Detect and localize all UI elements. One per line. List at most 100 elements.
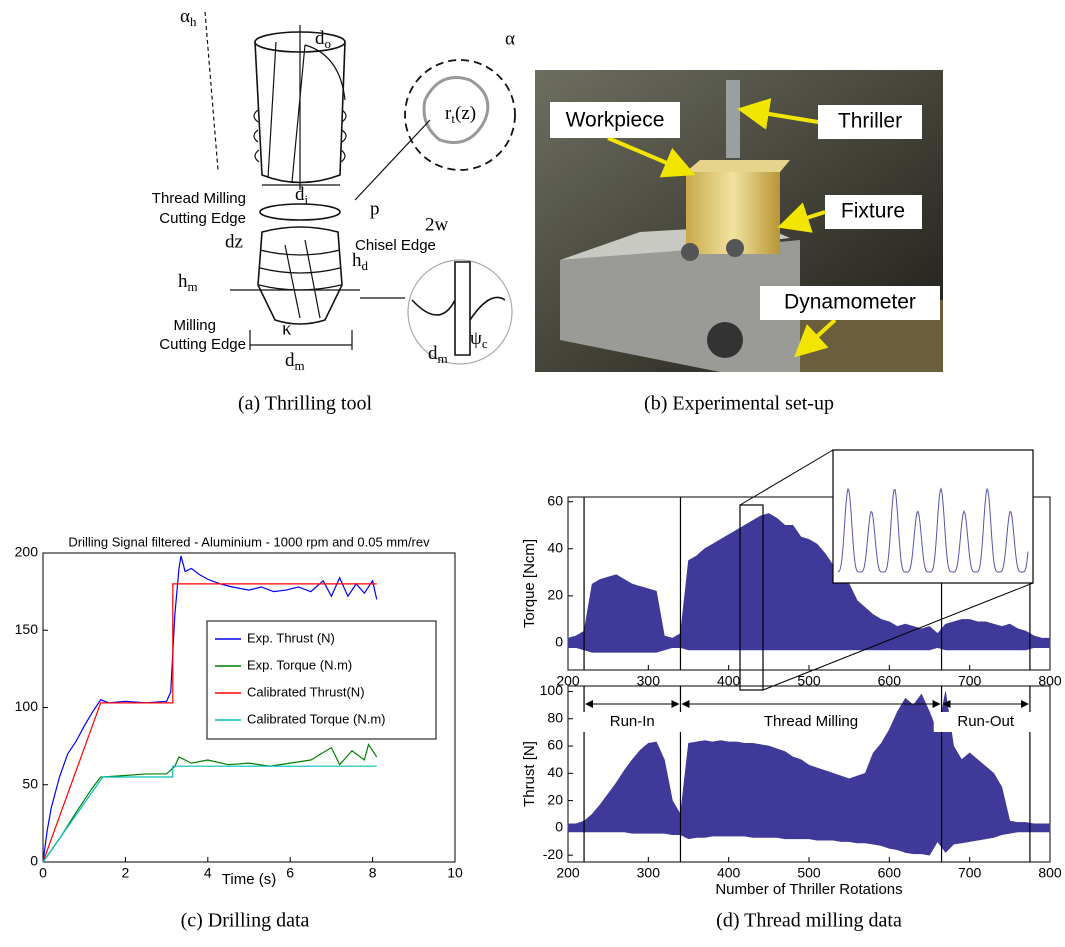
section-profile — [422, 76, 490, 144]
y-tick-label: 20 — [547, 791, 563, 807]
diagram-label: Cutting Edge — [159, 336, 246, 353]
inset-wave — [837, 487, 1029, 573]
legend — [206, 620, 437, 740]
x-tick-label: 200 — [556, 673, 580, 689]
phase-label: Thread Milling — [764, 713, 858, 730]
diagram-label: dm — [428, 343, 448, 366]
zoom-connector — [762, 582, 1034, 691]
y-tick-label: 150 — [15, 621, 39, 637]
photo: Workpiece Thriller Fixture Dynamometer — [535, 70, 943, 372]
label-box — [760, 286, 940, 320]
tip-circle — [407, 259, 513, 365]
x-tick-label: 700 — [958, 865, 982, 881]
label-box — [818, 105, 922, 139]
label-box — [825, 195, 922, 229]
phase-label: Run-In — [610, 713, 655, 730]
data-line — [42, 743, 378, 863]
y-tick-label: 100 — [540, 682, 564, 698]
y-axis-label: Torque [Ncm] — [521, 539, 538, 628]
data-line — [42, 555, 378, 863]
disc — [259, 203, 341, 221]
x-axis-label: Number of Thriller Rotations — [715, 881, 902, 898]
hole — [726, 239, 744, 257]
x-tick-label: 2 — [122, 865, 130, 881]
diagram-label: Milling — [173, 317, 216, 334]
annotation-bg — [580, 712, 685, 732]
diagram-label: rt(z) — [445, 103, 476, 126]
legend-label: Exp. Thrust (N) — [247, 630, 335, 645]
x-tick-label: 500 — [797, 865, 821, 881]
y-tick-label: 40 — [547, 764, 563, 780]
photo-label: Thriller — [838, 110, 902, 133]
caption: (d) Thread milling data — [716, 910, 902, 932]
section-circle — [404, 59, 516, 171]
photo-label: Workpiece — [566, 109, 665, 132]
drill-body — [257, 226, 343, 325]
x-tick-label: 400 — [717, 673, 741, 689]
helix-line — [204, 11, 219, 171]
x-tick-label: 300 — [637, 865, 661, 881]
y-tick-label: 60 — [547, 492, 563, 508]
x-tick-label: 500 — [797, 673, 821, 689]
annotation-bg — [759, 712, 864, 732]
label-box — [550, 102, 680, 138]
tip-section — [411, 261, 506, 356]
legend-label: Exp. Torque (N.m) — [247, 657, 352, 672]
diagram-label: hd — [352, 250, 369, 273]
caption: (a) Thrilling tool — [238, 393, 372, 415]
workpiece-top — [686, 160, 790, 172]
diagram-label: α — [505, 28, 515, 49]
x-tick-label: 6 — [286, 865, 294, 881]
zoom-connector — [739, 449, 834, 506]
arrow — [777, 202, 826, 233]
diagram-label: p — [370, 198, 380, 219]
x-tick-label: 4 — [204, 865, 212, 881]
x-tick-label: 0 — [39, 865, 47, 881]
photo-label: Dynamometer — [784, 291, 916, 314]
data-line — [42, 583, 377, 863]
x-tick-label: 600 — [878, 673, 902, 689]
diagram-label: Thread Milling — [152, 190, 246, 207]
y-tick-label: 60 — [547, 737, 563, 753]
signal-envelope — [567, 513, 1051, 653]
inset — [832, 449, 1034, 584]
caption: (b) Experimental set-up — [644, 393, 834, 415]
x-tick-label: 700 — [958, 673, 982, 689]
arrow — [737, 98, 819, 130]
threads — [253, 109, 347, 163]
y-tick-label: 100 — [15, 698, 39, 714]
diagram-label: do — [315, 28, 331, 51]
diagram-label: dm — [285, 350, 305, 373]
arrow — [794, 318, 837, 358]
y-tick-label: 50 — [22, 775, 38, 791]
x-tick-label: 200 — [556, 865, 580, 881]
bolt — [707, 322, 743, 358]
tool — [726, 80, 740, 158]
data-line — [42, 765, 377, 863]
diagram-label: di — [295, 184, 309, 207]
x-tick-label: 600 — [878, 865, 902, 881]
caption: (c) Drilling data — [181, 910, 310, 932]
diagram-label: Chisel Edge — [355, 237, 436, 254]
x-tick-label: 8 — [369, 865, 377, 881]
hole — [681, 243, 699, 261]
pointer — [354, 119, 431, 201]
tool-diagram: αh do Thread Milling Cutting Edge p rt(z… — [152, 6, 516, 373]
diagram-label: 2w — [425, 214, 449, 235]
y-tick-label: 80 — [547, 709, 563, 725]
y-axis-label: Thrust [N] — [521, 741, 538, 807]
chart-title: Drilling Signal filtered - Aluminium - 1… — [68, 534, 430, 549]
phase-label: Run-Out — [957, 713, 1015, 730]
y-tick-label: 200 — [15, 544, 39, 560]
diagram-label: αh — [180, 6, 197, 29]
flutes — [267, 41, 346, 183]
arrow — [607, 136, 696, 178]
y-tick-label: 20 — [547, 587, 563, 603]
diagram-label: dz — [225, 231, 243, 252]
legend-label: Calibrated Thrust(N) — [247, 684, 365, 699]
photo-label: Fixture — [841, 200, 905, 223]
x-tick-label: 800 — [1038, 865, 1062, 881]
signal-envelope — [567, 691, 1051, 856]
x-tick-label: 10 — [447, 865, 463, 881]
